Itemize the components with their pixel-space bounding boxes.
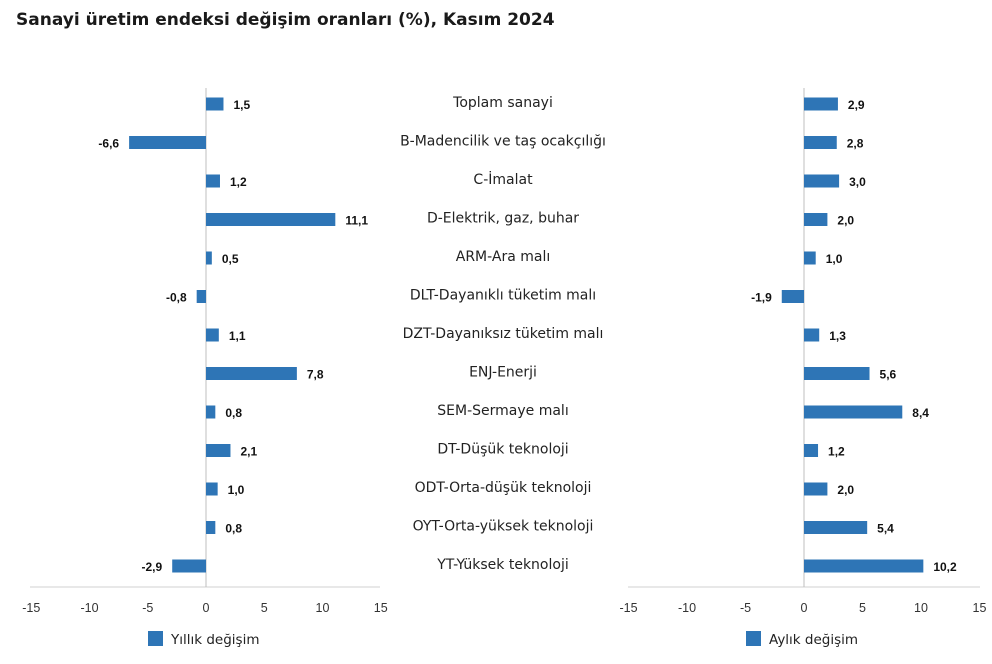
yillik-legend-label: Yıllık değişim bbox=[170, 632, 260, 648]
aylik-x-tick-label: -5 bbox=[740, 601, 751, 615]
category-label: ODT-Orta-düşük teknoloji bbox=[415, 480, 592, 496]
aylik-bar bbox=[804, 174, 840, 188]
yillik-value-label: 2,1 bbox=[240, 445, 257, 459]
yillik-value-label: -0,8 bbox=[166, 291, 187, 305]
aylik-legend-swatch bbox=[746, 631, 761, 646]
aylik-panel: -15 -10 -5 0 5 10 15 2,9 2,8 3,0 2,0 1,0 -1,9 1,3 5,6 8… bbox=[619, 88, 986, 648]
aylik-value-label: 2,0 bbox=[837, 483, 854, 497]
yillik-bar bbox=[206, 97, 224, 111]
category-label: DZT-Dayanıksız tüketim malı bbox=[403, 326, 604, 342]
yillik-bar bbox=[206, 482, 218, 496]
yillik-value-label: 7,8 bbox=[307, 368, 324, 382]
aylik-bar bbox=[804, 482, 828, 496]
yillik-panel: -15 -10 -5 0 5 10 15 1,5 -6,6 1,2 11,1 0,5 -0,8 1,1 7,… bbox=[22, 88, 388, 648]
aylik-value-label: 8,4 bbox=[912, 406, 929, 420]
category-label: ENJ-Enerji bbox=[469, 365, 537, 381]
yillik-x-tick-label: -10 bbox=[80, 601, 98, 615]
aylik-value-label: 1,0 bbox=[826, 252, 843, 266]
aylik-bar bbox=[804, 251, 816, 265]
aylik-bar bbox=[804, 559, 924, 573]
category-label: DT-Düşük teknoloji bbox=[437, 442, 568, 458]
yillik-x-tick-label: 5 bbox=[261, 601, 268, 615]
aylik-bar bbox=[804, 136, 837, 149]
aylik-x-tick-label: -15 bbox=[619, 601, 637, 615]
yillik-value-label: 0,8 bbox=[225, 522, 242, 536]
yillik-bar bbox=[172, 559, 206, 573]
category-label: ARM-Ara malı bbox=[456, 249, 551, 265]
yillik-x-tick-label: 15 bbox=[374, 601, 388, 615]
aylik-legend-label: Aylık değişim bbox=[769, 632, 858, 648]
category-label: SEM-Sermaye malı bbox=[437, 403, 568, 419]
aylik-value-label: 5,4 bbox=[877, 522, 894, 536]
yillik-value-label: -6,6 bbox=[98, 137, 119, 151]
aylik-bar bbox=[781, 290, 804, 303]
aylik-value-label: 2,8 bbox=[847, 137, 864, 151]
aylik-bar bbox=[804, 367, 870, 380]
yillik-x-tick-label: -5 bbox=[142, 601, 153, 615]
yillik-bar bbox=[129, 136, 206, 149]
category-label: OYT-Orta-yüksek teknoloji bbox=[413, 519, 594, 535]
aylik-x-tick-label: 0 bbox=[801, 601, 808, 615]
yillik-bar bbox=[206, 521, 216, 534]
yillik-value-label: 0,8 bbox=[225, 406, 242, 420]
yillik-x-tick-label: 10 bbox=[316, 601, 330, 615]
category-label: DLT-Dayanıklı tüketim malı bbox=[410, 288, 596, 304]
yillik-value-label: 1,1 bbox=[229, 329, 246, 343]
aylik-bar bbox=[804, 405, 903, 419]
aylik-x-tick-label: 10 bbox=[914, 601, 928, 615]
yillik-value-label: -2,9 bbox=[142, 560, 163, 574]
yillik-bar bbox=[206, 367, 297, 380]
aylik-x-tick-label: 5 bbox=[859, 601, 866, 615]
yillik-bar bbox=[206, 444, 231, 457]
yillik-legend-swatch bbox=[148, 631, 163, 646]
aylik-value-label: 5,6 bbox=[880, 368, 897, 382]
aylik-bar bbox=[804, 328, 820, 342]
aylik-x-tick-label: -10 bbox=[678, 601, 696, 615]
yillik-value-label: 11,1 bbox=[345, 214, 368, 228]
aylik-value-label: 3,0 bbox=[849, 175, 866, 189]
chart-title: Sanayi üretim endeksi değişim oranları (… bbox=[16, 10, 555, 30]
aylik-value-label: 2,0 bbox=[837, 214, 854, 228]
aylik-bar bbox=[804, 521, 868, 534]
aylik-bar bbox=[804, 213, 828, 226]
aylik-value-label: 2,9 bbox=[848, 98, 865, 112]
aylik-value-label: 10,2 bbox=[933, 560, 957, 574]
aylik-value-label: 1,2 bbox=[828, 445, 845, 459]
category-label: YT-Yüksek teknoloji bbox=[436, 557, 568, 573]
category-label: Toplam sanayi bbox=[452, 95, 553, 111]
yillik-bar bbox=[206, 328, 219, 342]
aylik-value-label: 1,3 bbox=[829, 329, 846, 343]
yillik-bar bbox=[206, 405, 216, 419]
category-label: C-İmalat bbox=[473, 170, 533, 188]
yillik-bar bbox=[206, 213, 336, 226]
aylik-value-label: -1,9 bbox=[751, 291, 772, 305]
yillik-value-label: 1,2 bbox=[230, 175, 247, 189]
aylik-x-tick-label: 15 bbox=[973, 601, 987, 615]
yillik-value-label: 0,5 bbox=[222, 252, 239, 266]
yillik-bar bbox=[196, 290, 206, 303]
yillik-x-tick-label: -15 bbox=[22, 601, 40, 615]
yillik-bar bbox=[206, 174, 220, 188]
yillik-bar bbox=[206, 251, 212, 265]
yillik-x-tick-label: 0 bbox=[203, 601, 210, 615]
yillik-value-label: 1,0 bbox=[228, 483, 245, 497]
yillik-value-label: 1,5 bbox=[233, 98, 250, 112]
category-label: D-Elektrik, gaz, buhar bbox=[427, 211, 579, 227]
category-labels: Toplam sanayi B-Madencilik ve taş ocakçıl… bbox=[400, 95, 606, 573]
aylik-bar bbox=[804, 97, 838, 111]
aylik-bar bbox=[804, 444, 819, 457]
category-label: B-Madencilik ve taş ocakçılığı bbox=[400, 134, 606, 150]
